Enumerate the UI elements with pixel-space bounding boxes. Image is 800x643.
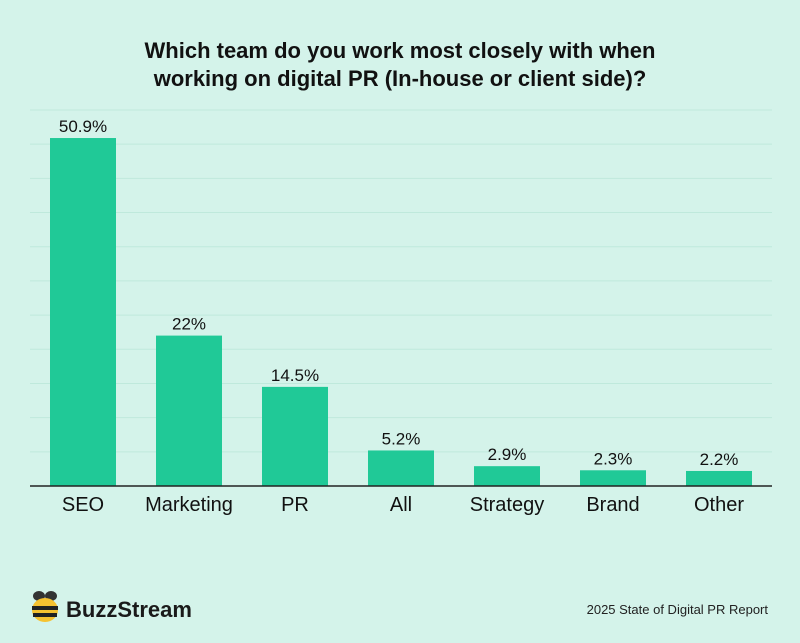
- category-label: PR: [281, 494, 309, 516]
- bar-brand: [580, 470, 646, 486]
- chart-title-line-1: Which team do you work most closely with…: [144, 38, 656, 63]
- bar-marketing: [156, 335, 222, 486]
- bar-strategy: [474, 466, 540, 486]
- data-label: 2.9%: [488, 445, 527, 464]
- data-label: 14.5%: [271, 366, 319, 385]
- category-label: Brand: [586, 494, 639, 516]
- category-label: Strategy: [470, 494, 544, 516]
- category-label: All: [390, 494, 412, 516]
- brand-name: BuzzStream: [66, 596, 192, 622]
- report-name: 2025 State of Digital PR Report: [586, 602, 768, 617]
- data-label: 5.2%: [382, 429, 421, 448]
- category-label: Other: [694, 494, 744, 516]
- data-label: 50.9%: [59, 117, 107, 136]
- bee-icon: [30, 590, 60, 629]
- category-label: Marketing: [145, 494, 233, 516]
- bar-all: [368, 450, 434, 486]
- data-label: 2.2%: [700, 450, 739, 469]
- bar-other: [686, 470, 752, 486]
- data-label: 22%: [172, 315, 206, 334]
- data-label: 2.3%: [594, 449, 633, 468]
- bar-seo: [50, 138, 116, 486]
- category-label: SEO: [62, 494, 104, 516]
- buzzstream-logo: BuzzStream: [30, 590, 192, 629]
- chart-title-line-2: working on digital PR (In-house or clien…: [153, 66, 647, 91]
- bar-pr: [262, 386, 328, 486]
